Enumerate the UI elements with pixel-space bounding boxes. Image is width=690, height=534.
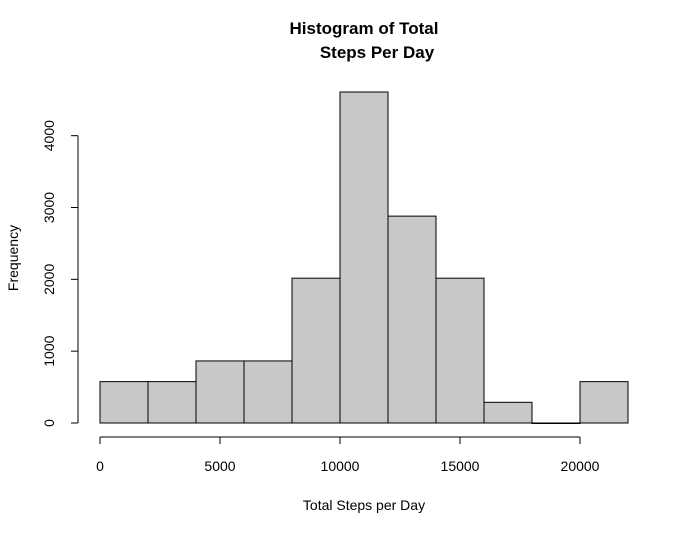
histogram-bar [195, 360, 245, 424]
x-tick-label: 5000 [204, 458, 235, 474]
bars-group [99, 91, 629, 424]
y-axis-label: Frequency [5, 225, 21, 291]
histogram-bar [435, 277, 485, 424]
y-tick-label: 2000 [41, 264, 57, 295]
histogram-bar [483, 401, 533, 424]
x-axis: 0 5000 10000 15000 20000 [96, 436, 600, 474]
chart-title-line-1: Histogram of Total [290, 19, 439, 38]
chart-title-line-2: Steps Per Day [320, 43, 435, 62]
x-axis-label: Total Steps per Day [303, 497, 425, 513]
y-tick-label: 4000 [41, 120, 57, 151]
histogram-bar [387, 215, 437, 424]
histogram-bar [339, 91, 389, 424]
histogram-bar [531, 422, 581, 424]
x-tick-label: 20000 [561, 458, 600, 474]
x-tick-label: 15000 [441, 458, 480, 474]
histogram-bar [579, 381, 629, 424]
y-tick-label: 1000 [41, 335, 57, 366]
histogram-bar [147, 381, 197, 424]
histogram-bar [243, 360, 293, 424]
y-tick-label: 0 [41, 419, 57, 427]
histogram-bar [291, 277, 341, 424]
y-tick-label: 3000 [41, 192, 57, 223]
y-axis: 0 1000 2000 3000 4000 [41, 120, 79, 427]
histogram-bar [99, 381, 149, 424]
x-tick-label: 10000 [321, 458, 360, 474]
x-tick-label: 0 [96, 458, 104, 474]
